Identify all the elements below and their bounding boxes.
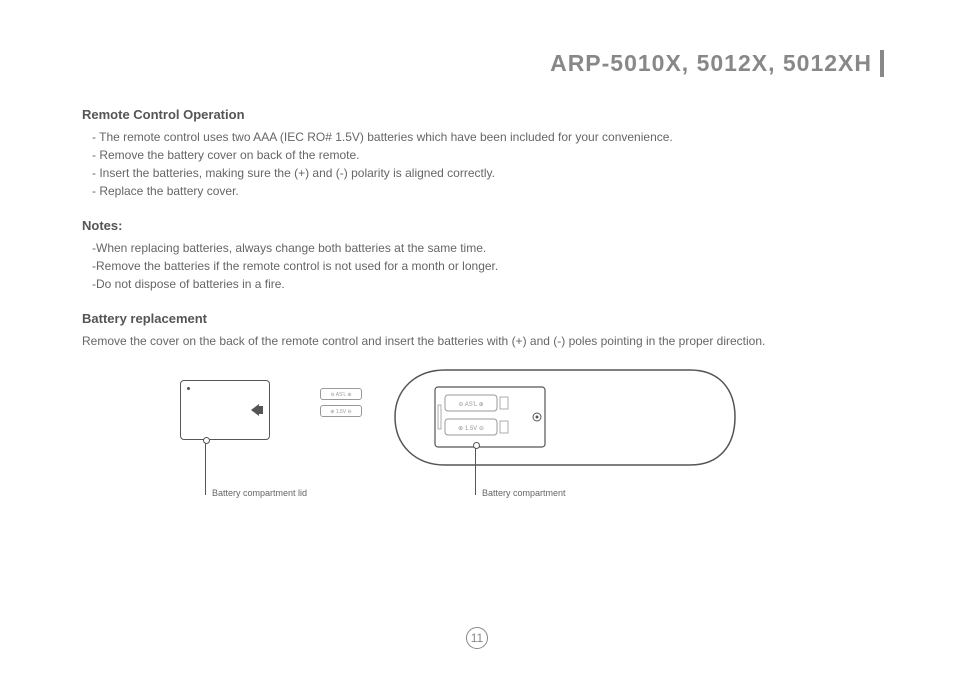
- instruction-line: - Remove the battery cover on back of th…: [92, 146, 884, 164]
- page-header: ARP-5010X, 5012X, 5012XH: [70, 50, 884, 77]
- battery-slot-label: ⊖ AS'L ⊕: [320, 388, 362, 400]
- model-title: ARP-5010X, 5012X, 5012XH: [550, 50, 884, 77]
- battery-lid-icon: [180, 380, 270, 440]
- battery-polarity-labels: ⊖ AS'L ⊕ ⊕ 1.5V ⊖: [320, 388, 362, 422]
- note-line: -When replacing batteries, always change…: [92, 239, 884, 257]
- page-number: 11: [466, 627, 488, 649]
- section-title: Notes:: [82, 218, 884, 233]
- section-notes: Notes: -When replacing batteries, always…: [82, 218, 884, 293]
- leader-line-icon: [205, 440, 206, 495]
- section-title: Remote Control Operation: [82, 107, 884, 122]
- compartment-label: Battery compartment: [482, 488, 566, 498]
- section-title: Battery replacement: [82, 311, 884, 326]
- section-remote-control: Remote Control Operation - The remote co…: [82, 107, 884, 200]
- instruction-line: - The remote control uses two AAA (IEC R…: [92, 128, 884, 146]
- section-battery-replacement: Battery replacement Remove the cover on …: [82, 311, 884, 350]
- instruction-line: - Insert the batteries, making sure the …: [92, 164, 884, 182]
- leader-line-icon: [475, 445, 476, 495]
- lid-dot-icon: [187, 387, 190, 390]
- note-line: -Remove the batteries if the remote cont…: [92, 257, 884, 275]
- battery-slot-label: ⊕ 1.5V ⊖: [320, 405, 362, 417]
- battery-diagram: Battery compartment lid ⊖ AS'L ⊕ ⊕ 1.5V …: [160, 370, 884, 540]
- svg-text:⊖ AS'L ⊕: ⊖ AS'L ⊕: [458, 402, 483, 408]
- instruction-line: Remove the cover on the back of the remo…: [82, 332, 884, 350]
- svg-text:⊕ 1.5V ⊖: ⊕ 1.5V ⊖: [458, 426, 484, 432]
- remote-back-icon: ⊖ AS'L ⊕ ⊕ 1.5V ⊖: [390, 365, 740, 475]
- note-line: -Do not dispose of batteries in a fire.: [92, 275, 884, 293]
- lid-label: Battery compartment lid: [212, 488, 307, 498]
- instruction-line: - Replace the battery cover.: [92, 182, 884, 200]
- lid-arrow-icon: [251, 404, 259, 416]
